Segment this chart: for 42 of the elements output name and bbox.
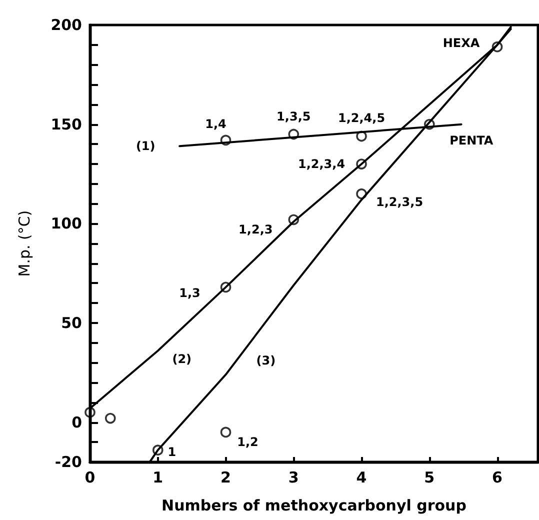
annotation: 1	[168, 445, 176, 460]
annotation: 1,3,5	[276, 109, 311, 124]
x-tick-label: 6	[492, 468, 502, 486]
point	[220, 426, 232, 438]
point	[288, 214, 300, 226]
y-tick-label: 100	[50, 214, 82, 233]
annotation: HEXA	[442, 36, 480, 50]
annotation: 1,2,3,5	[376, 194, 424, 209]
point	[288, 128, 300, 140]
y-tick-label: -20	[54, 453, 82, 471]
annotation: 1,2,4,5	[338, 111, 386, 126]
point	[84, 406, 96, 418]
point	[104, 412, 116, 424]
annotation: (2)	[172, 352, 192, 366]
x-tick-label: 2	[220, 468, 231, 486]
point	[356, 130, 367, 142]
point	[220, 134, 232, 146]
annotation: 1,2	[237, 435, 258, 450]
y-tick-label: 0	[72, 413, 82, 432]
point	[356, 158, 367, 170]
y-tick-label: 200	[50, 16, 82, 34]
point	[220, 282, 232, 293]
x-tick-label: 5	[424, 468, 435, 486]
point	[424, 118, 435, 130]
x-axis-title: Numbers of methoxycarbonyl group	[162, 496, 467, 514]
x-tick-label: 1	[152, 468, 164, 486]
x-tick-label: 0	[84, 468, 96, 486]
point	[492, 41, 503, 52]
point	[152, 444, 164, 456]
annotation: (3)	[256, 354, 276, 368]
point	[356, 188, 367, 200]
x-tick-label: 4	[356, 468, 367, 486]
annotation: 1,2,3	[238, 222, 273, 237]
x-tick-label: 3	[288, 468, 299, 486]
annotation: 1,2,3,4	[298, 157, 346, 172]
y-tick-label: 50	[61, 314, 82, 332]
annotation: 1,3	[179, 286, 200, 300]
annotation: PENTA	[450, 133, 494, 148]
y-axis-title: M.p. (°C)	[16, 210, 34, 277]
annotation: (1)	[136, 139, 156, 154]
annotation: 1,4	[205, 117, 226, 132]
y-tick-label: 150	[50, 115, 82, 134]
